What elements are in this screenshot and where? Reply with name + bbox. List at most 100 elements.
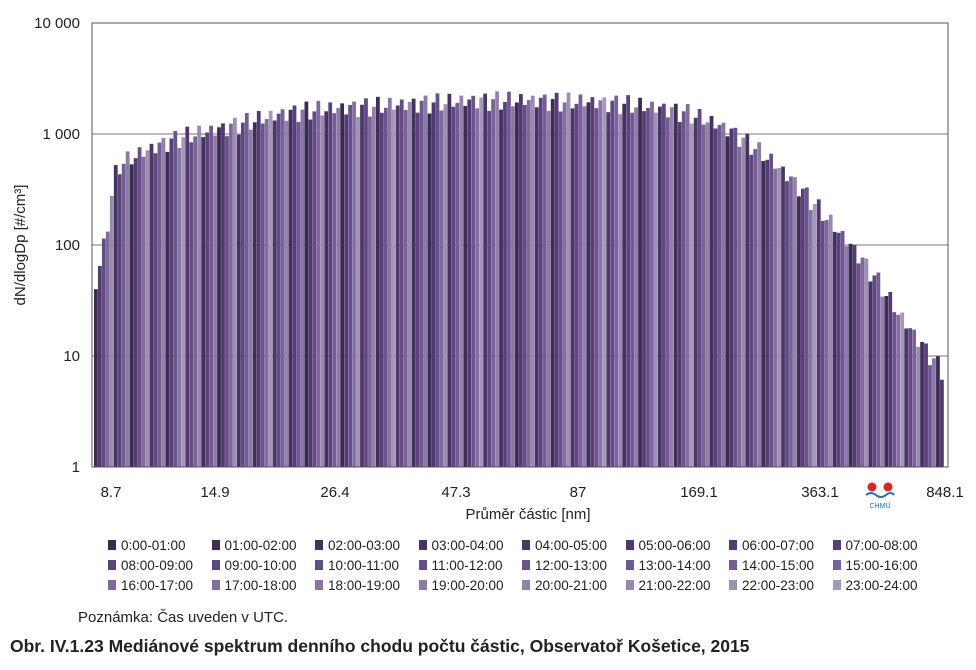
bar: [201, 137, 206, 468]
legend-label: 14:00-15:00: [742, 557, 815, 573]
bar: [781, 166, 785, 467]
bar: [260, 123, 265, 467]
bar: [618, 114, 623, 468]
bar: [439, 110, 444, 467]
bar: [741, 137, 746, 467]
legend-swatch: [315, 540, 323, 550]
bar: [189, 142, 194, 468]
bar: [376, 96, 380, 467]
bar: [816, 199, 821, 467]
bar: [586, 102, 591, 467]
bar: [550, 99, 555, 467]
legend-label: 18:00-19:00: [328, 577, 401, 593]
y-tick-label: 10: [63, 348, 80, 365]
legend-label: 0:00-01:00: [121, 537, 186, 553]
bar: [121, 163, 126, 467]
legend-item: 04:00-05:00: [522, 536, 626, 554]
bar: [471, 95, 476, 467]
legend-item: 03:00-04:00: [418, 536, 523, 554]
legend-label: 22:00-23:00: [742, 577, 815, 593]
legend-item: 20:00-21:00: [522, 576, 626, 594]
bar: [804, 187, 809, 467]
bar: [427, 113, 432, 467]
bar: [745, 133, 750, 468]
bar: [296, 121, 301, 467]
y-tick-labels: 1 10 100 1 000 10 000: [34, 15, 80, 476]
bar: [276, 113, 281, 467]
legend-swatch: [625, 560, 634, 570]
bar: [320, 115, 325, 468]
bar: [848, 243, 853, 467]
bar: [379, 112, 384, 468]
legend-item: 22:00-23:00: [729, 576, 833, 594]
bar: [606, 112, 611, 468]
bar: [896, 314, 901, 467]
bar: [113, 165, 118, 467]
x-tick-label: 26.4: [320, 484, 349, 501]
legend-swatch: [418, 540, 427, 550]
bar: [368, 116, 372, 467]
legend-swatch: [522, 540, 530, 550]
bar: [248, 129, 253, 467]
legend-label: 01:00-02:00: [224, 537, 297, 553]
legend-swatch: [832, 580, 841, 590]
bar: [765, 159, 770, 468]
legend-label: 15:00-16:00: [845, 557, 918, 573]
bar: [340, 103, 345, 468]
x-tick-label: 87: [570, 484, 587, 501]
bar: [797, 196, 801, 467]
x-tick-label: 47.3: [441, 484, 470, 501]
legend-swatch: [108, 580, 116, 590]
bar: [479, 97, 484, 467]
bar: [419, 100, 424, 467]
bar: [268, 110, 273, 467]
bar: [693, 117, 698, 468]
bar: [272, 120, 277, 468]
bar: [769, 153, 773, 467]
y-tick-label: 1: [72, 459, 80, 476]
bar: [300, 109, 305, 467]
legend-item: 12:00-13:00: [522, 556, 626, 574]
bar: [852, 245, 857, 467]
bar: [777, 168, 781, 467]
legend-item: 13:00-14:00: [625, 556, 730, 574]
bar: [773, 168, 777, 467]
bar: [491, 99, 495, 467]
bar: [312, 111, 317, 467]
legend-item: 21:00-22:00: [625, 576, 730, 594]
bar: [689, 123, 694, 467]
bar: [308, 119, 313, 468]
legend-label: 23:00-24:00: [845, 577, 918, 593]
legend-item: 14:00-15:00: [729, 556, 833, 574]
legend-swatch: [315, 580, 323, 590]
y-tick-label: 1 000: [42, 126, 80, 143]
bar: [145, 150, 150, 467]
legend-swatch: [522, 560, 530, 570]
bar: [415, 112, 420, 467]
bar: [137, 147, 142, 467]
legend-swatch: [625, 580, 634, 590]
plot-frame: [91, 22, 949, 468]
bar: [229, 123, 233, 467]
bar: [622, 103, 627, 467]
bar: [391, 109, 396, 467]
bar: [244, 112, 249, 468]
bar: [109, 195, 114, 468]
bar: [801, 188, 805, 467]
bar: [213, 135, 217, 467]
legend-swatch: [211, 540, 220, 550]
bar: [511, 106, 515, 467]
bar: [665, 117, 670, 467]
chmu-logo: CHMÚ: [862, 481, 898, 511]
bar: [634, 107, 638, 468]
y-tick-label: 10 000: [34, 15, 80, 32]
bar: [177, 148, 182, 467]
bar: [940, 379, 944, 467]
bar: [328, 102, 333, 468]
x-axis-title: Průměr částic [nm]: [465, 506, 590, 523]
x-tick-labels: 8.7 14.9 26.4 47.3 87 169.1 363.1 848.1: [101, 484, 964, 501]
x-tick-label: 363.1: [801, 484, 839, 501]
bar: [403, 109, 408, 467]
bar: [566, 92, 571, 468]
legend-swatch: [729, 540, 737, 550]
